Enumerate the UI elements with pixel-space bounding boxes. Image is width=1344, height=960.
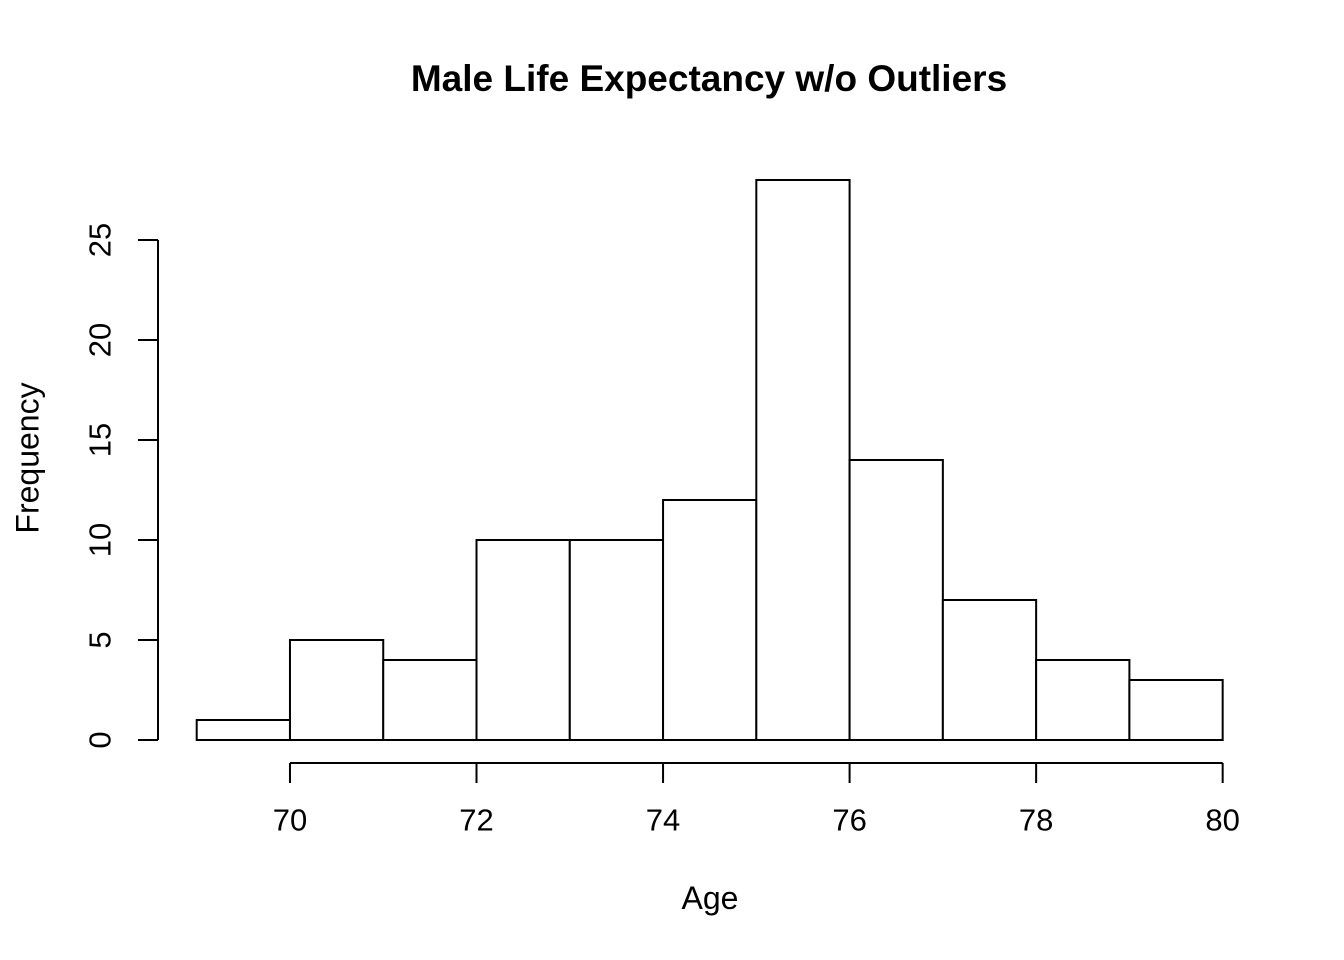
y-axis-tick-label: 15 [83,423,118,457]
y-axis-tick-label: 5 [83,631,118,648]
histogram-bar [848,459,944,741]
x-axis-tick-label: 80 [1205,803,1239,838]
histogram-bar [475,539,571,741]
x-axis-tick-label: 78 [1019,803,1053,838]
histogram-bar [382,659,478,741]
y-axis-tick-label: 25 [83,223,118,257]
histogram-bar [1035,659,1131,741]
histogram-bar [662,499,758,741]
x-axis-tick-label: 70 [273,803,307,838]
x-axis-title: Age [681,880,739,916]
y-axis-tick-label: 20 [83,323,118,357]
histogram-bar [568,539,665,741]
x-axis-tick-label: 76 [832,803,866,838]
histogram-bar [755,179,851,741]
y-axis-tick-label: 10 [83,523,118,557]
chart-title: Male Life Expectancy w/o Outliers [410,58,1008,99]
y-axis-tick-label: 0 [83,731,118,748]
x-axis-tick-label: 72 [459,803,493,838]
histogram-bar [1128,679,1224,741]
histogram-bar [288,639,385,741]
histogram-bar [941,599,1038,741]
x-axis-tick-label: 74 [646,803,680,838]
histogram-bar [195,719,291,741]
